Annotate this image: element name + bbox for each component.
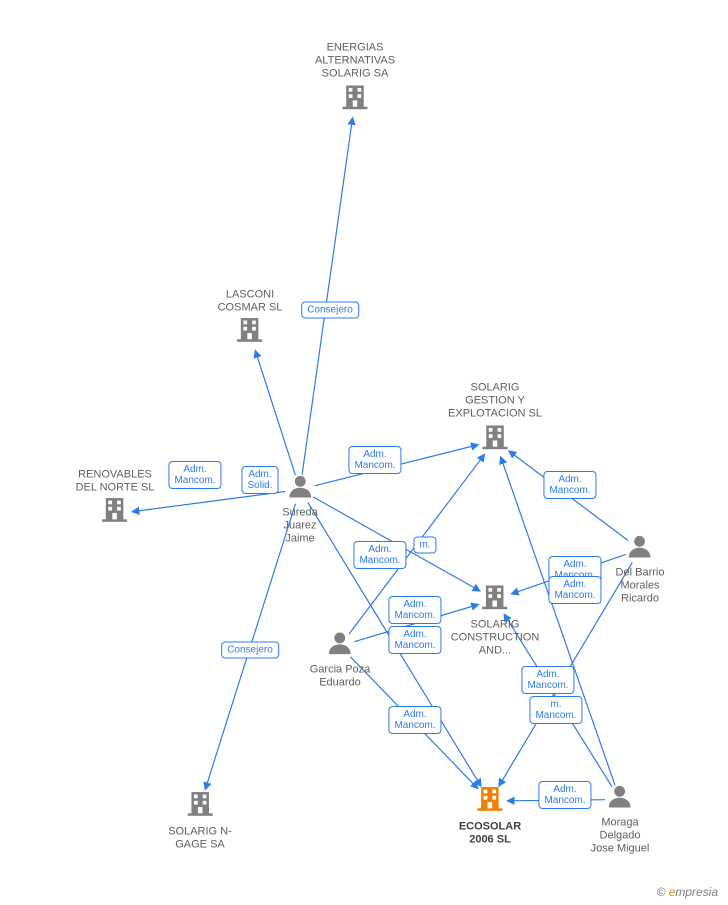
edge-label: Adm. Mancom. <box>388 626 441 654</box>
edge-label: Adm. Mancom. <box>353 541 406 569</box>
edge-label: Consejero <box>221 642 279 659</box>
credit-line: © empresia <box>656 885 718 899</box>
edge-label: Adm. Solid. <box>241 466 278 494</box>
edge-label: m. <box>413 537 436 554</box>
edge-label: Adm. Mancom. <box>543 471 596 499</box>
edge-label: Adm. Mancom. <box>548 576 601 604</box>
edge-label: Consejero <box>301 302 359 319</box>
edge-label: Adm. Mancom. <box>521 666 574 694</box>
edge-label: Adm. Mancom. <box>388 596 441 624</box>
edge-label: m. Mancom. <box>529 696 582 724</box>
edge-label: Adm. Mancom. <box>348 446 401 474</box>
edge-label: Adm. Mancom. <box>388 706 441 734</box>
edge <box>132 491 285 511</box>
edge <box>302 117 353 474</box>
edge-label: Adm. Mancom. <box>168 461 221 489</box>
edge-label: Adm. Mancom. <box>538 781 591 809</box>
edge <box>255 350 295 475</box>
